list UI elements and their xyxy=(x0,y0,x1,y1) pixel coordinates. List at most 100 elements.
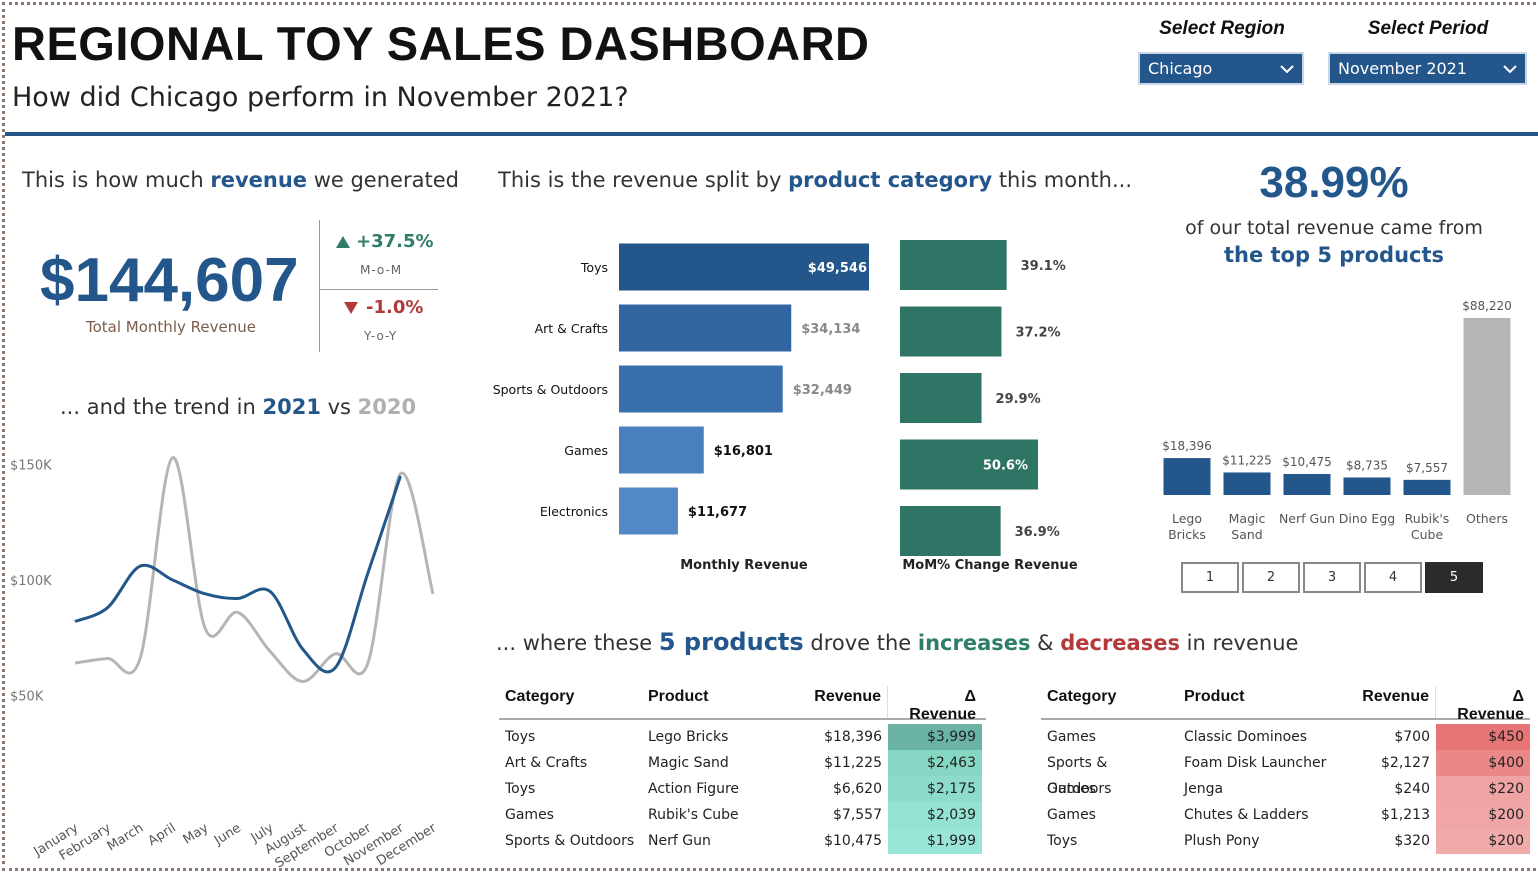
top5-category-label: Dino Egg xyxy=(1339,511,1395,526)
pager-button-3[interactable]: 3 xyxy=(1303,562,1361,593)
top5-caption-line1: of our total revenue came from xyxy=(1185,217,1483,239)
mom-delta: +37.5% xyxy=(336,231,434,252)
table-row[interactable]: Games Jenga $240 $220 xyxy=(1041,776,1530,802)
top5-bar xyxy=(1223,472,1271,495)
product-cell: Jenga xyxy=(1184,781,1224,797)
top5-value-label: $8,735 xyxy=(1346,458,1388,472)
trend-section-heading: ... and the trend in 2021 vs 2020 xyxy=(60,395,416,419)
column-header[interactable]: Category xyxy=(505,688,575,705)
top5-category-label: Others xyxy=(1466,511,1508,526)
column-header[interactable]: Δ Revenue xyxy=(1436,686,1530,732)
category-heading-emphasis: product category xyxy=(788,168,993,192)
chevron-down-icon xyxy=(1280,64,1294,73)
mom-value-label: 36.9% xyxy=(1015,525,1060,540)
category-label: Electronics xyxy=(540,504,608,519)
top5-bar xyxy=(1163,458,1211,495)
column-header[interactable]: Product xyxy=(648,688,709,705)
delta-revenue-cell: $2,175 xyxy=(888,776,982,802)
category-cell: Games xyxy=(505,807,554,823)
table-row[interactable]: Games Classic Dominoes $700 $450 xyxy=(1041,724,1530,750)
delta-revenue-cell: $1,999 xyxy=(888,828,982,854)
total-revenue-value: $144,607 xyxy=(40,246,299,315)
total-revenue-caption: Total Monthly Revenue xyxy=(86,318,256,336)
increases-table: Category Product Revenue Δ Revenue Toys Lego … xyxy=(499,686,986,854)
column-header[interactable]: Category xyxy=(1047,688,1117,705)
drivers-heading-mid1: drove the xyxy=(803,631,918,655)
revenue-cell: $11,225 xyxy=(824,755,882,771)
revenue-cell: $320 xyxy=(1394,833,1430,849)
category-revenue-bar-chart: Toys $49,546 Art & Crafts $34,134 Sports & O… xyxy=(493,243,869,573)
top5-category-label: Nerf Gun xyxy=(1279,511,1335,526)
table-row[interactable]: Games Chutes & Ladders $1,213 $200 xyxy=(1041,802,1530,828)
page-subtitle: How did Chicago perform in November 2021… xyxy=(12,82,629,113)
category-cell: Games xyxy=(1047,807,1096,823)
table-row[interactable]: Toys Action Figure $6,620 $2,175 xyxy=(499,776,986,802)
delta-revenue-cell: $2,039 xyxy=(888,802,982,828)
revenue-section-heading: This is how much revenue we generated xyxy=(22,168,459,192)
y-tick-label: $50K xyxy=(10,689,44,704)
kpi-horizontal-divider xyxy=(320,289,438,290)
revenue-cell: $10,475 xyxy=(824,833,882,849)
category-bar xyxy=(619,365,783,413)
product-cell: Chutes & Ladders xyxy=(1184,807,1309,823)
delta-revenue-cell: $200 xyxy=(1436,828,1530,854)
column-header[interactable]: Revenue xyxy=(1345,686,1436,718)
table-row[interactable]: Toys Plush Pony $320 $200 xyxy=(1041,828,1530,854)
category-label: Games xyxy=(564,443,608,458)
top5-bar xyxy=(1343,477,1391,495)
top5-category-label: Sand xyxy=(1231,527,1262,542)
mom-label: M-o-M xyxy=(360,263,403,277)
table-row[interactable]: Sports & Outdoors Nerf Gun $10,475 $1,999 xyxy=(499,828,986,854)
y-tick-label: $150K xyxy=(10,459,52,474)
product-cell: Action Figure xyxy=(648,781,740,797)
category-cell: Toys xyxy=(505,729,536,745)
trend-heading-pre: ... and the trend in xyxy=(60,395,263,419)
delta-revenue-cell: $3,999 xyxy=(888,724,982,750)
revenue-cell: $1,213 xyxy=(1381,807,1430,823)
table-row[interactable]: Toys Lego Bricks $18,396 $3,999 xyxy=(499,724,986,750)
yoy-delta: -1.0% xyxy=(344,297,423,318)
category-label: Art & Crafts xyxy=(535,321,608,336)
y-tick-label: $100K xyxy=(10,574,52,589)
category-cell: Toys xyxy=(1047,833,1078,849)
category-value-label: $11,677 xyxy=(688,505,747,520)
column-header[interactable]: Product xyxy=(1184,688,1245,705)
table-row[interactable]: Games Rubik's Cube $7,557 $2,039 xyxy=(499,802,986,828)
category-heading-post: this month... xyxy=(992,168,1132,192)
pager-button-1[interactable]: 1 xyxy=(1181,562,1239,593)
kpi-vertical-divider xyxy=(319,220,320,352)
drivers-heading-emphasis: 5 products xyxy=(658,628,804,656)
category-label: Sports & Outdoors xyxy=(493,382,608,397)
pager-button-5[interactable]: 5 xyxy=(1425,562,1483,593)
yoy-label: Y-o-Y xyxy=(364,329,398,343)
column-header[interactable]: Revenue xyxy=(797,686,888,718)
mom-bar xyxy=(900,506,1001,556)
table-row[interactable]: Art & Crafts Magic Sand $11,225 $2,463 xyxy=(499,750,986,776)
region-dropdown-value: Chicago xyxy=(1148,59,1213,78)
region-dropdown[interactable]: Chicago xyxy=(1138,52,1304,85)
delta-revenue-cell: $450 xyxy=(1436,724,1530,750)
yoy-delta-value: -1.0% xyxy=(366,297,424,318)
series-line-2020 xyxy=(74,456,435,684)
drivers-section-heading: ... where these 5 products drove the inc… xyxy=(496,628,1298,656)
drivers-heading-mid2: & xyxy=(1030,631,1061,655)
revenue-cell: $7,557 xyxy=(833,807,882,823)
category-value-label: $16,801 xyxy=(714,444,773,459)
trend-heading-2020: 2020 xyxy=(357,395,417,419)
pager-button-4[interactable]: 4 xyxy=(1364,562,1422,593)
table-row[interactable]: Sports & Outdoors Foam Disk Launcher $2,12… xyxy=(1041,750,1530,797)
page-title: REGIONAL TOY SALES DASHBOARD xyxy=(12,17,870,70)
period-dropdown[interactable]: November 2021 xyxy=(1328,52,1527,85)
category-bar xyxy=(619,243,869,291)
top5-value-label: $88,220 xyxy=(1462,299,1512,313)
revenue-heading-emphasis: revenue xyxy=(210,168,308,192)
table-header-row: Category Product Revenue Δ Revenue xyxy=(1041,686,1530,732)
revenue-heading-post: we generated xyxy=(307,168,459,192)
category-heading-pre: This is the revenue split by xyxy=(498,168,789,192)
top5-category-label: Magic xyxy=(1229,511,1266,526)
top5-caption-line2: the top 5 products xyxy=(1223,243,1445,267)
pager-button-2[interactable]: 2 xyxy=(1242,562,1300,593)
delta-revenue-cell: $2,463 xyxy=(888,750,982,776)
column-header[interactable]: Δ Revenue xyxy=(888,686,982,732)
